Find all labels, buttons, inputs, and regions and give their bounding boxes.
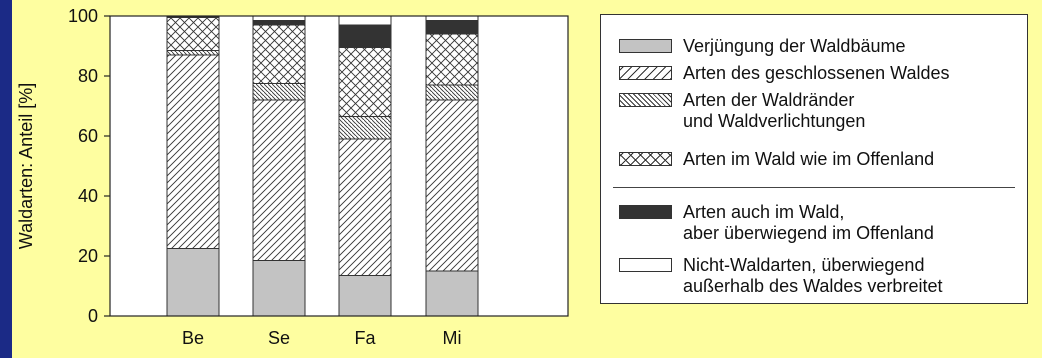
- legend-divider: [613, 187, 1015, 188]
- bar-segment-fa-0: [338, 275, 392, 317]
- legend-label-line: Nicht-Waldarten, überwiegend: [683, 255, 925, 275]
- legend-swatch: [619, 39, 672, 53]
- side-accent-bar: [0, 0, 12, 358]
- bar-segment-fa-3: [338, 47, 392, 117]
- bar-segment-fa-1: [338, 138, 392, 276]
- legend-label: Arten der Waldränder und Waldverlichtunge…: [683, 90, 865, 132]
- bar-segment-be-0: [166, 248, 220, 317]
- x-tick-label: Se: [268, 328, 290, 348]
- legend-label-line: aber überwiegend im Offenland: [683, 223, 934, 243]
- y-tick-label: 80: [78, 66, 98, 86]
- legend-label: Arten auch im Wald, aber überwiegend im O…: [683, 202, 934, 244]
- bar-segment-fa-4: [338, 24, 392, 48]
- stacked-bar-chart: Be Se Fa Mi 0 20 40 60 80 100 Waldarten: Anteil [%…: [16, 6, 569, 348]
- x-tick-label: Fa: [354, 328, 376, 348]
- legend-swatch: [619, 205, 672, 219]
- legend-label: Verjüngung der Waldbäume: [683, 36, 905, 57]
- y-tick-label: 40: [78, 186, 98, 206]
- legend-label-line: Arten im Wald wie im Offenland: [683, 149, 935, 169]
- y-axis-label: Waldarten: Anteil [%]: [16, 83, 36, 249]
- legend-label: Arten des geschlossenen Waldes: [683, 63, 949, 84]
- y-tick-label: 60: [78, 126, 98, 146]
- bar-segment-be-2: [166, 50, 220, 56]
- legend-swatch: [619, 93, 672, 107]
- legend-label-line: Verjüngung der Waldbäume: [683, 36, 906, 56]
- bar-segment-mi-4: [425, 20, 479, 35]
- legend-swatch: [619, 152, 672, 166]
- bar-segment-fa-2: [338, 116, 392, 140]
- legend-label-line: Arten auch im Wald,: [683, 202, 845, 222]
- bar-segment-se-3: [252, 24, 306, 84]
- bar-segment-be-1: [166, 54, 220, 249]
- bar-segment-mi-5: [425, 15, 479, 21]
- plot-frame: [109, 15, 569, 317]
- bar-segment-se-1: [252, 99, 306, 261]
- x-tick-label: Be: [182, 328, 204, 348]
- legend-label: Arten im Wald wie im Offenland: [683, 149, 934, 170]
- y-tick-label: 100: [68, 6, 98, 26]
- legend-label-line: Arten der Waldränder: [683, 90, 855, 110]
- legend-swatch: [619, 258, 672, 272]
- legend-label-line: Arten des geschlossenen Waldes: [683, 63, 950, 83]
- legend-swatch: [619, 66, 672, 80]
- bar-segment-mi-2: [425, 84, 479, 101]
- legend-label-line: und Waldverlichtungen: [683, 111, 866, 131]
- bar-segment-se-4: [252, 20, 306, 26]
- legend-label-line: außerhalb des Waldes verbreitet: [683, 276, 943, 296]
- bar-segment-mi-3: [425, 33, 479, 86]
- bar-segment-mi-1: [425, 99, 479, 272]
- bar-segment-fa-5: [338, 15, 392, 26]
- legend-label: Nicht-Waldarten, überwiegend außerhalb de…: [683, 255, 942, 297]
- y-tick-label: 20: [78, 246, 98, 266]
- bar-segment-be-3: [166, 17, 220, 51]
- y-tick-label: 0: [88, 306, 98, 326]
- bar-segment-se-2: [252, 83, 306, 101]
- bar-segment-mi-0: [425, 270, 479, 317]
- bar-segment-se-0: [252, 260, 306, 317]
- legend: Verjüngung der Waldbäume Arten des geschl…: [600, 14, 1028, 304]
- bar-segment-se-5: [252, 15, 306, 21]
- x-tick-label: Mi: [443, 328, 462, 348]
